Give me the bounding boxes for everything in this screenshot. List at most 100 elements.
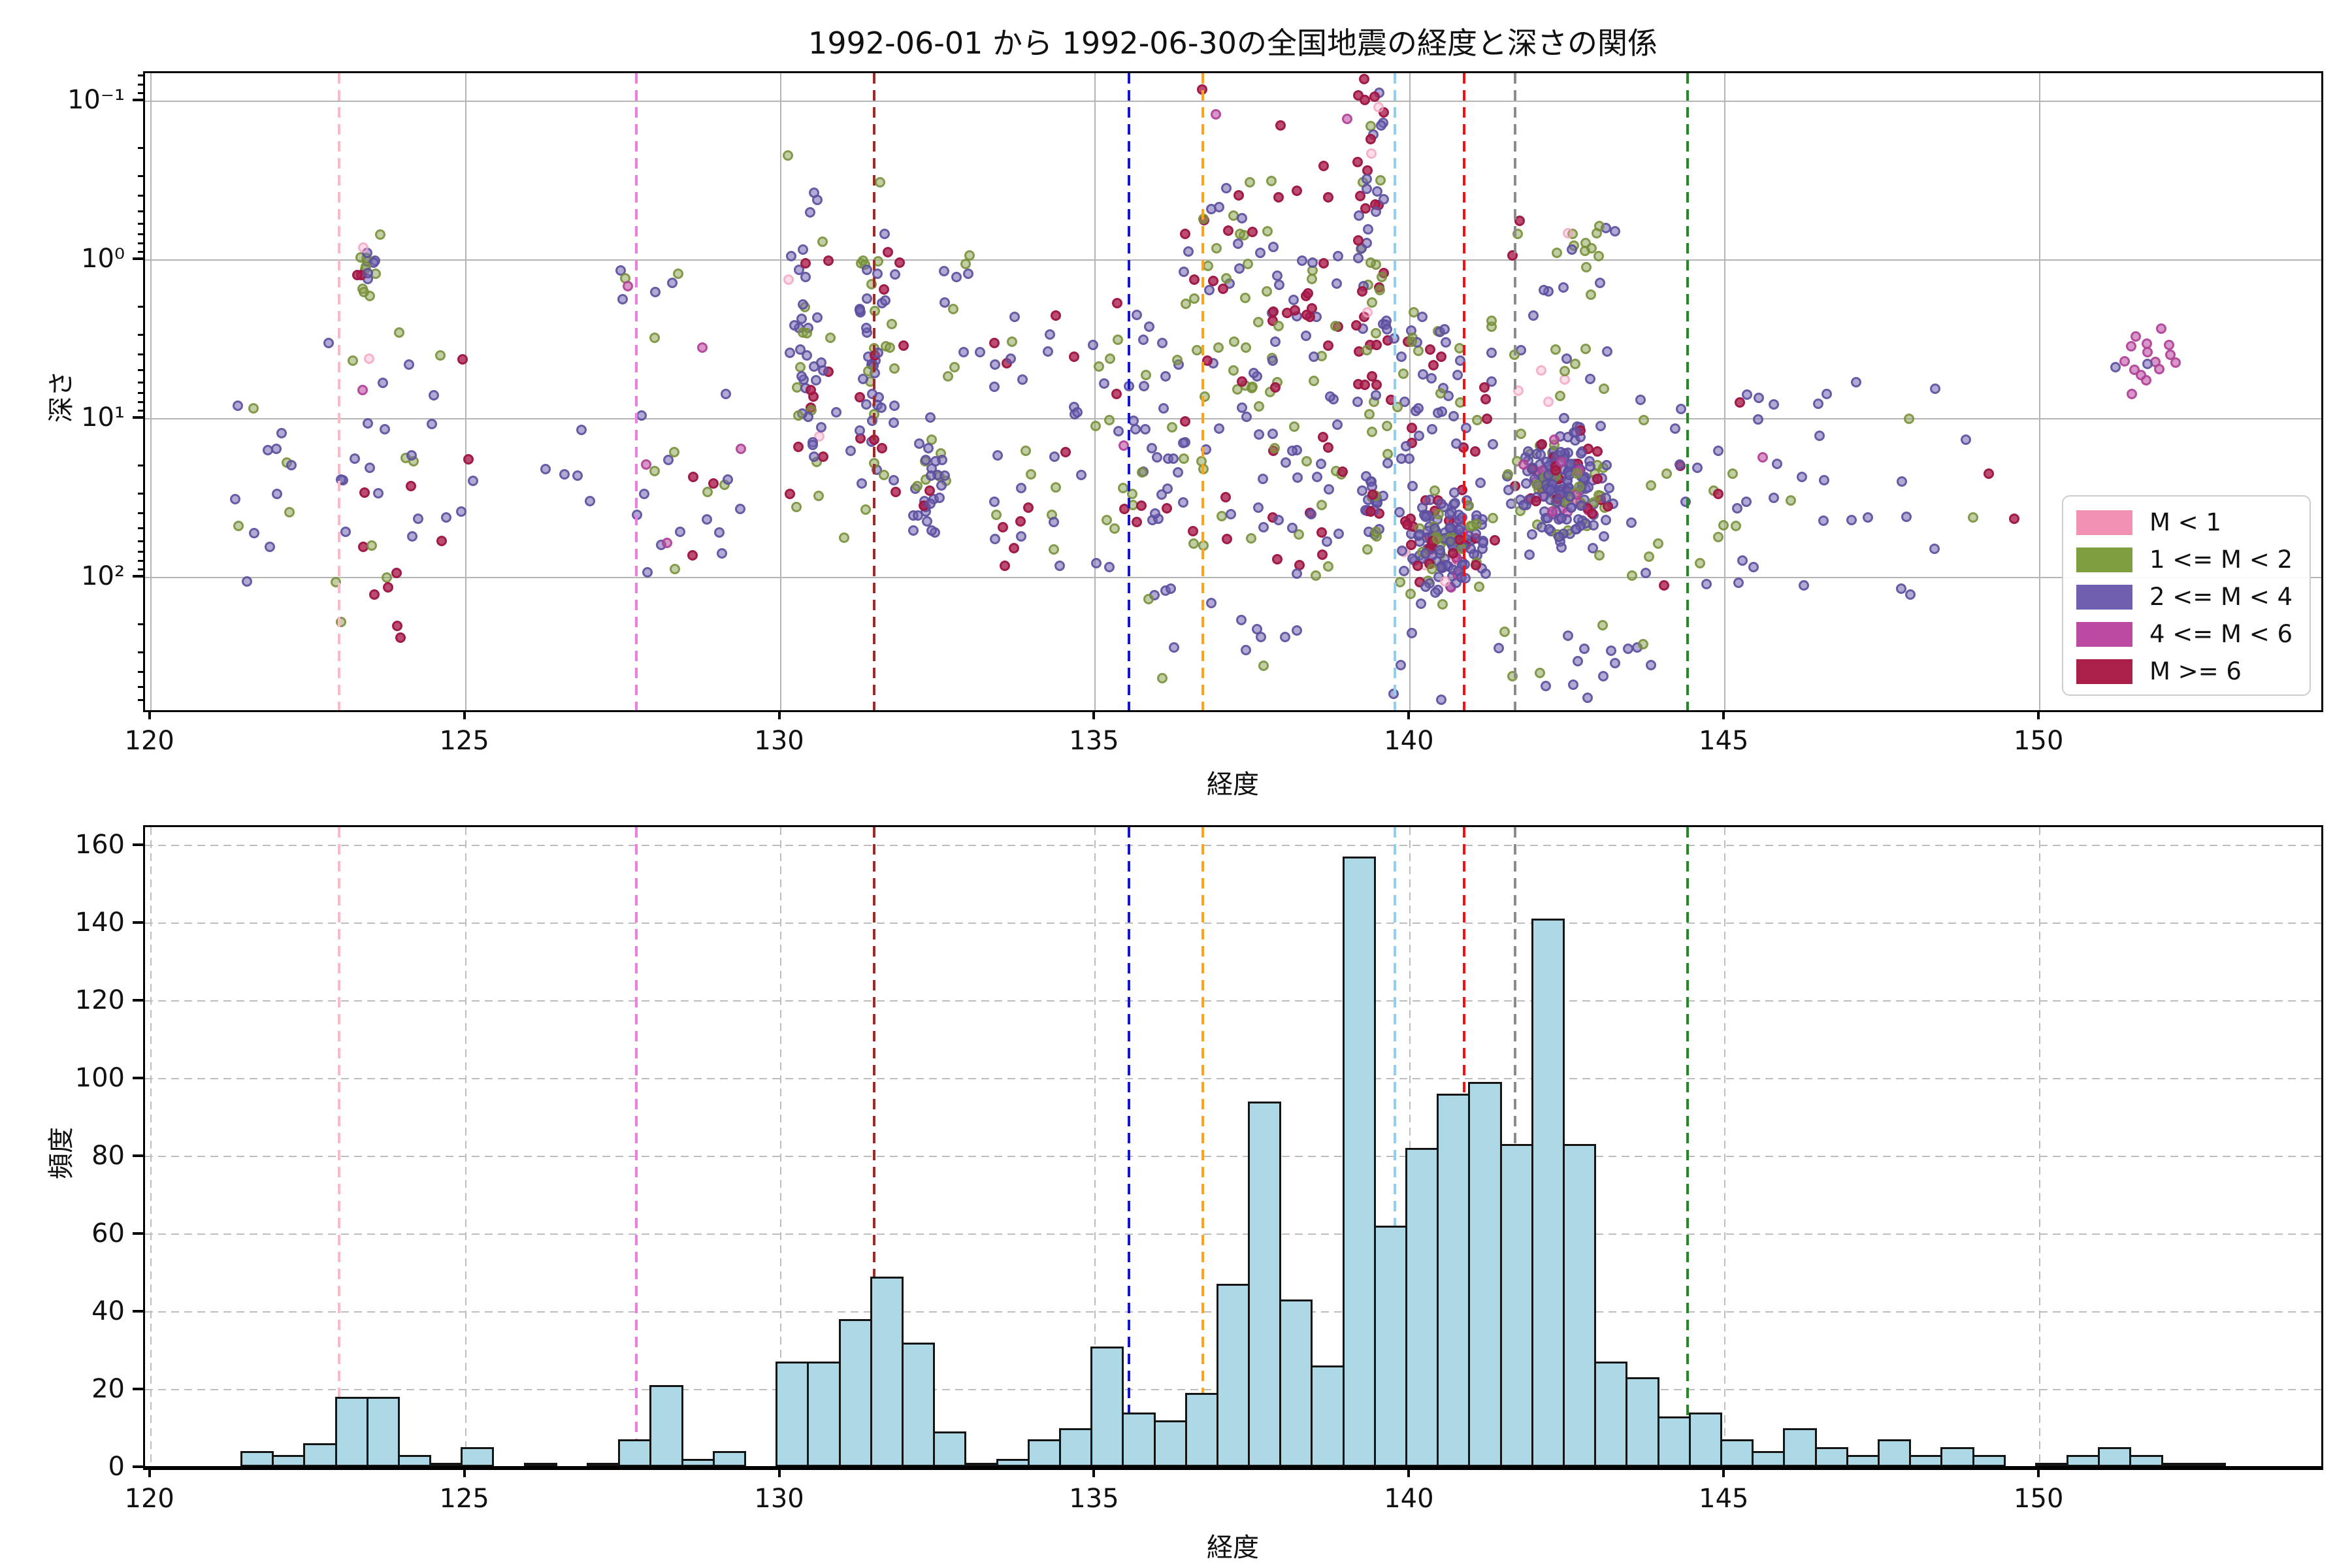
scatter-point <box>1436 498 1447 509</box>
scatter-point <box>1217 283 1228 294</box>
scatter-point <box>889 363 900 374</box>
scatter-point <box>1427 564 1438 575</box>
scatter-point <box>1271 270 1282 282</box>
scatter-point <box>1569 359 1580 370</box>
scatter-point <box>363 353 374 365</box>
scatter-point <box>988 338 1000 349</box>
scatter-point <box>1044 329 1055 340</box>
scatter-point <box>809 451 820 462</box>
scatter-point <box>1240 342 1251 353</box>
x-tick-mark <box>1407 1468 1411 1477</box>
scatter-point <box>1406 422 1417 433</box>
scatter-point <box>1160 371 1171 382</box>
scatter-point <box>1623 644 1634 654</box>
scatter-point <box>934 493 945 504</box>
scatter-point <box>1236 376 1247 387</box>
histogram-bar <box>1058 1428 1093 1467</box>
scatter-point <box>823 255 834 266</box>
scatter-point <box>1357 485 1368 496</box>
scatter-point <box>1323 192 1334 203</box>
scatter-point <box>1503 484 1514 495</box>
legend-swatch <box>2076 510 2132 535</box>
scatter-point <box>1015 515 1026 527</box>
histogram-bar <box>1877 1439 1912 1467</box>
scatter-point <box>1426 373 1437 384</box>
scatter-point <box>1251 624 1262 635</box>
scatter-point <box>1733 577 1744 588</box>
scatter-point <box>1241 644 1252 655</box>
scatter-point <box>1375 120 1386 131</box>
scatter-point <box>1605 645 1616 656</box>
histogram-bar <box>776 1362 809 1467</box>
scatter-point <box>1571 468 1582 480</box>
scatter-point <box>1247 382 1258 393</box>
y-tick-mark <box>133 99 143 102</box>
scatter-point <box>1413 560 1424 571</box>
legend-swatch <box>2076 621 2132 647</box>
y-axis-label-frequency: 頻度 <box>46 1127 76 1179</box>
scatter-point <box>1694 558 1705 569</box>
scatter-point <box>796 313 807 324</box>
scatter-point <box>669 447 680 458</box>
scatter-point <box>1362 345 1373 356</box>
scatter-point <box>1644 551 1655 563</box>
scatter-point <box>1635 395 1646 406</box>
scatter-point <box>898 340 909 351</box>
scatter-point <box>1367 489 1378 500</box>
y-tick-mark <box>133 843 143 847</box>
x-tick-label: 130 <box>754 726 804 756</box>
scatter-point <box>1371 379 1382 390</box>
scatter-point <box>1433 508 1445 519</box>
scatter-point <box>1105 353 1116 365</box>
scatter-point <box>1680 496 1691 507</box>
scatter-point <box>1413 403 1424 414</box>
scatter-point <box>1275 120 1286 131</box>
scatter-point <box>1098 378 1109 389</box>
scatter-point <box>1379 193 1390 204</box>
x-tick-label: 125 <box>439 1484 489 1514</box>
scatter-point <box>880 295 891 306</box>
scatter-point <box>1322 536 1333 547</box>
gridline-horizontal <box>145 259 2321 261</box>
scatter-point <box>2141 338 2152 349</box>
scatter-point <box>1071 407 1083 418</box>
gridline-vertical <box>779 73 781 710</box>
scatter-point <box>1113 335 1124 346</box>
scatter-point <box>666 278 678 289</box>
scatter-point <box>1156 337 1168 348</box>
scatter-point <box>382 582 393 593</box>
histogram-bar <box>1720 1439 1754 1467</box>
scatter-point <box>1375 175 1386 186</box>
scatter-point <box>1595 420 1607 431</box>
scatter-point <box>1287 445 1298 456</box>
scatter-point <box>1579 643 1590 654</box>
scatter-point <box>1188 538 1199 549</box>
scatter-point <box>1692 463 1703 474</box>
scatter-point <box>1798 580 1809 591</box>
scatter-point <box>1352 235 1364 246</box>
x-tick-mark <box>1722 710 1725 719</box>
scatter-point <box>990 509 1002 520</box>
scatter-point <box>1054 561 1066 572</box>
scatter-point <box>1424 344 1435 355</box>
scatter-point <box>1104 561 1115 572</box>
scatter-point <box>576 425 587 436</box>
histogram-bar <box>902 1342 936 1467</box>
scatter-point <box>1377 272 1388 283</box>
scatter-point <box>1597 619 1609 630</box>
scatter-point <box>1333 528 1344 539</box>
scatter-point <box>276 428 287 439</box>
y-minor-tick-mark <box>138 464 143 466</box>
scatter-point <box>1414 529 1426 540</box>
scatter-point <box>1273 514 1284 525</box>
scatter-point <box>1439 324 1450 335</box>
scatter-point <box>782 150 793 161</box>
gridline-horizontal <box>145 1000 2321 1002</box>
scatter-point <box>1397 368 1409 379</box>
scatter-point <box>1480 394 1491 405</box>
scatter-point <box>921 516 932 527</box>
scatter-point <box>1581 262 1592 273</box>
y-minor-tick-mark <box>138 560 143 563</box>
scatter-point <box>786 250 797 261</box>
scatter-point <box>441 512 452 523</box>
